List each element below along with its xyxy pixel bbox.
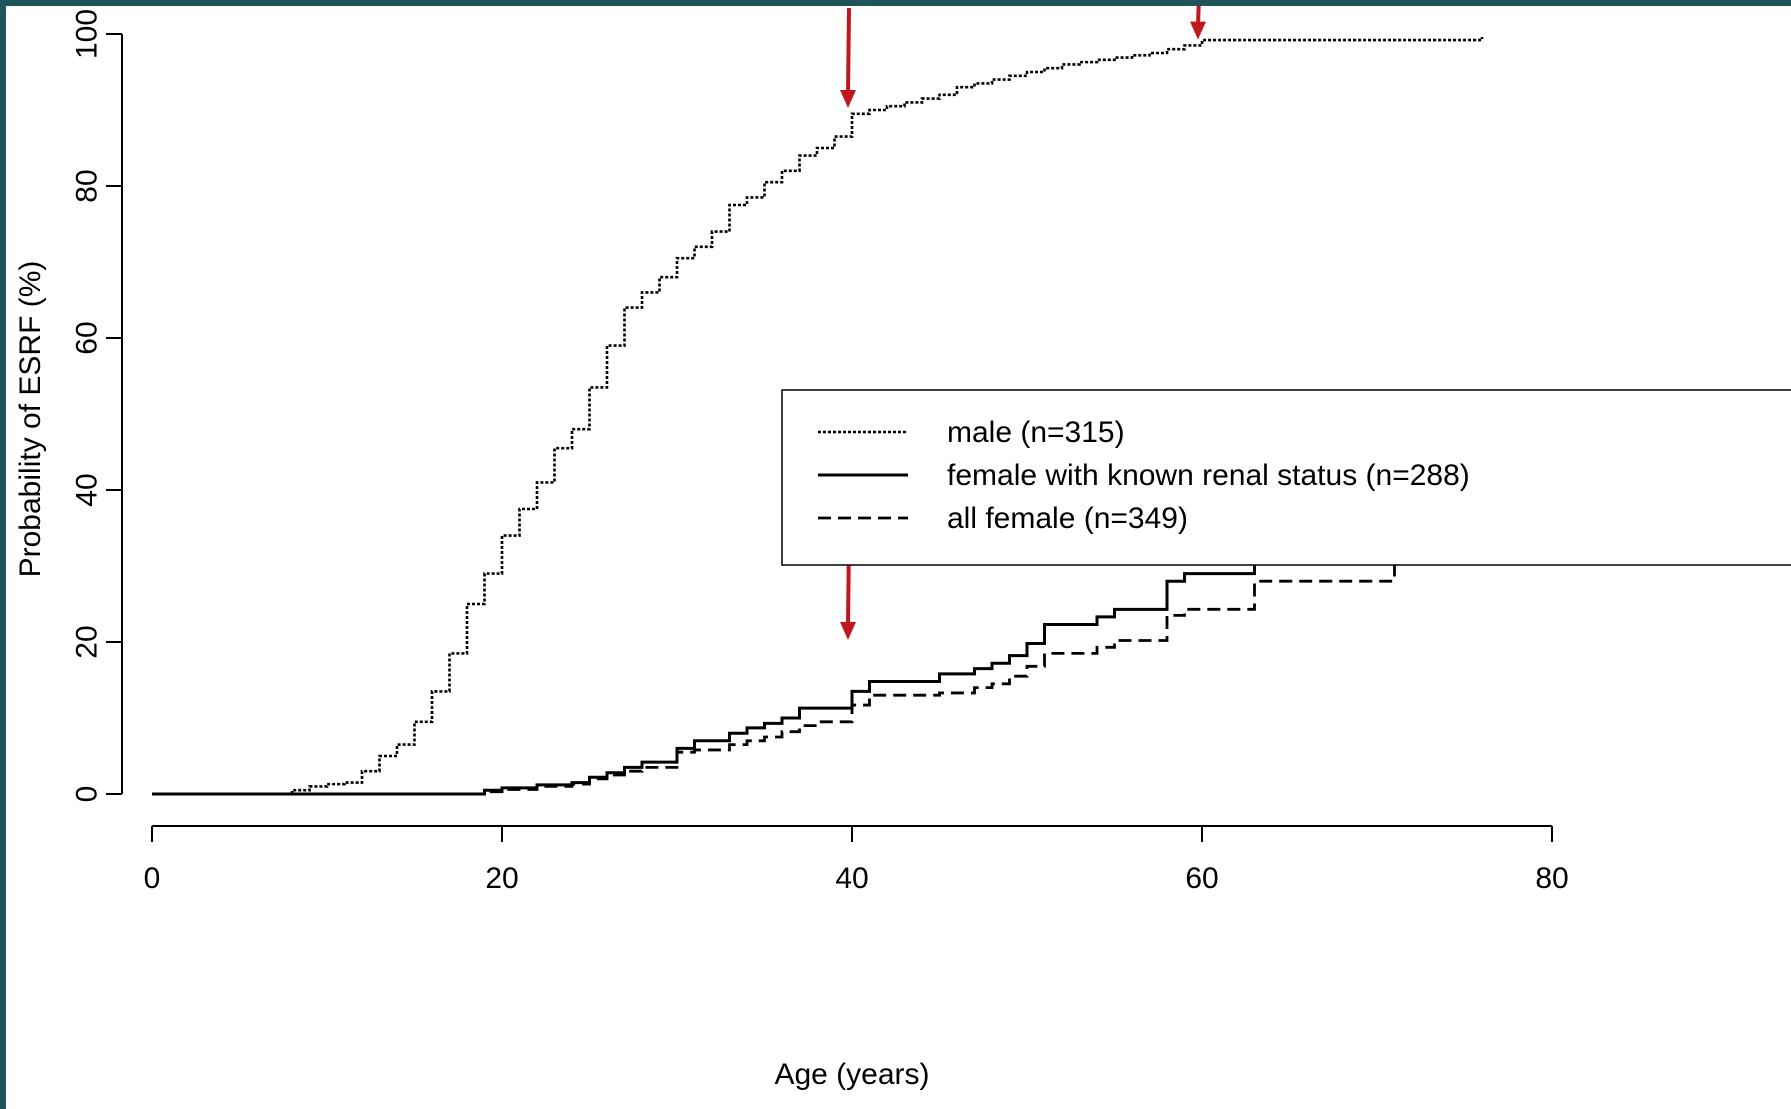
y-ticks: 0 20 40 60 80 100 [71,9,122,803]
y-tick-label: 100 [71,9,104,59]
y-tick-label: 20 [71,625,104,658]
y-tick-label: 60 [71,321,104,354]
series-line-1 [152,490,1552,796]
x-tick-label: 60 [1185,862,1218,895]
x-tick-label: 80 [1535,862,1568,895]
legend: male (n=315) female with known renal stat… [781,389,1791,566]
axes: 0 20 40 60 80 100 0 20 40 60 80 [71,9,1569,895]
red-arrow-head-1 [1190,21,1206,40]
chart-frame: 0 20 40 60 80 100 0 20 40 60 80 Probability of ES… [6,6,1791,1109]
y-tick-label: 80 [71,169,104,202]
legend-box [781,389,1791,566]
series-line-0 [152,37,1484,796]
x-tick-label: 0 [144,862,161,895]
esrf-probability-chart: 0 20 40 60 80 100 0 20 40 60 80 Probability of ES… [14,6,1791,1091]
series-group [152,37,1552,796]
red-arrow-shaft-0 [846,7,851,95]
y-axis-title: Probability of ESRF (%) [14,261,47,578]
y-tick-label: 0 [71,786,104,803]
red-arrow-shaft-1 [1196,6,1201,26]
red-arrow-head-0 [840,90,856,108]
legend-label-2: all female (n=349) [947,502,1188,535]
x-axis-title: Age (years) [774,1058,929,1091]
x-tick-label: 20 [485,862,518,895]
legend-label-0: male (n=315) [947,416,1125,449]
legend-items: male (n=315) female with known renal stat… [818,416,1470,535]
x-tick-label: 40 [835,862,868,895]
series-line-2 [152,535,1552,796]
red-arrow-head-2 [840,622,856,640]
y-tick-label: 40 [71,473,104,506]
x-ticks: 0 20 40 60 80 [144,826,1569,895]
legend-label-1: female with known renal status (n=288) [947,459,1470,492]
